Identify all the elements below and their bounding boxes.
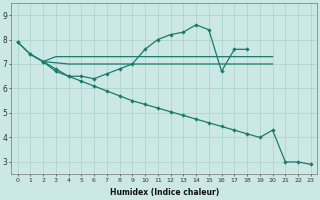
X-axis label: Humidex (Indice chaleur): Humidex (Indice chaleur) (109, 188, 219, 197)
